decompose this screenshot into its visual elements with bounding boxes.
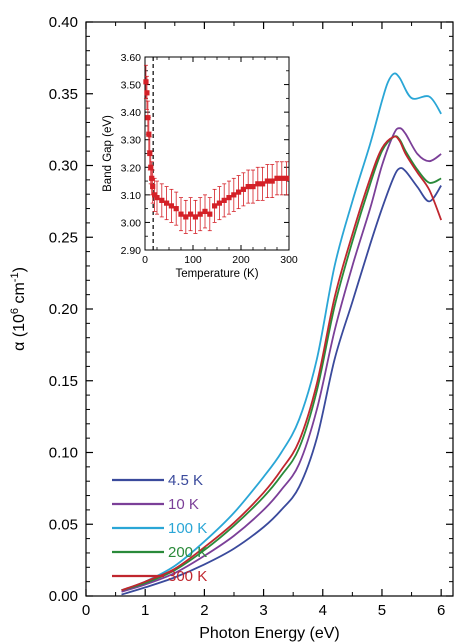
series-line <box>121 167 442 596</box>
inset-y-tick-label: 3.00 <box>121 217 142 229</box>
inset-data-point <box>178 211 184 217</box>
inset-axis-ticks: 0 100 200 300 2.90 3.00 3.10 3.20 3.30 3.40 3.50 3.… <box>121 52 298 266</box>
x-tick-label: 3 <box>259 602 267 619</box>
y-tick-label: 0.05 <box>49 516 78 533</box>
y-tick-label: 0.30 <box>49 158 78 175</box>
series-line <box>121 135 442 592</box>
inset-data-point <box>269 178 275 184</box>
inset-data-point <box>207 211 213 217</box>
inset-data-point <box>148 164 154 170</box>
y-axis-title-superscript-1: 6 <box>9 308 21 314</box>
inset-x-tick-label: 300 <box>280 254 298 266</box>
inset-x-tick-label: 100 <box>184 254 202 266</box>
inset-x-tick-label: 200 <box>232 254 250 266</box>
inset-data-point <box>279 175 285 181</box>
legend-label: 100 K <box>168 520 207 537</box>
series-line <box>121 72 442 592</box>
inset-data-point <box>197 211 203 217</box>
main-axis-ticks: 0 1 2 3 4 5 6 0.00 0.05 0.10 0.15 0.20 0.25 0.30 0.35 0… <box>49 14 453 619</box>
y-axis-title-prefix: α (10 <box>11 314 28 351</box>
main-series-group <box>121 72 442 596</box>
inset-data-point <box>188 211 194 217</box>
x-tick-label: 5 <box>378 602 386 619</box>
legend-label: 200 K <box>168 544 207 561</box>
legend-label: 4.5 K <box>168 472 203 489</box>
inset-data-point <box>144 90 150 96</box>
x-tick-label: 6 <box>437 602 445 619</box>
inset-data-point <box>183 214 189 220</box>
inset-data-point <box>264 178 270 184</box>
inset-data-point <box>284 175 290 181</box>
legend-label: 300 K <box>168 568 207 585</box>
inset-data-point <box>226 195 232 201</box>
inset-points-group <box>143 64 290 234</box>
series-line <box>121 135 442 592</box>
y-axis-title-superscript-2: -1 <box>9 272 21 282</box>
inset-data-point <box>168 203 174 209</box>
inset-data-point <box>146 131 152 137</box>
inset-x-axis-title: Temperature (K) <box>175 268 258 280</box>
inset-y-tick-label: 3.40 <box>121 107 142 119</box>
y-axis-title: α (106 cm-1) <box>9 267 28 351</box>
inset-data-point <box>192 214 198 220</box>
inset-data-point <box>231 192 237 198</box>
x-tick-label: 2 <box>200 602 208 619</box>
x-tick-label: 0 <box>82 602 90 619</box>
inset-y-axis-title: Band Gap (eV) <box>102 115 114 192</box>
y-tick-label: 0.15 <box>49 373 78 390</box>
inset-data-point <box>164 200 170 206</box>
inset-data-point <box>274 175 280 181</box>
inset-y-tick-label: 3.30 <box>121 135 142 147</box>
inset-data-point <box>255 181 261 187</box>
y-tick-label: 0.00 <box>49 588 78 605</box>
y-axis-title-suffix: ) <box>11 267 28 272</box>
inset-data-point <box>154 195 160 201</box>
legend: 4.5 K 10 K 100 K 200 K 300 K <box>112 472 207 585</box>
inset-y-tick-label: 3.50 <box>121 80 142 92</box>
inset-y-tick-label: 3.60 <box>121 52 142 64</box>
inset-data-point <box>240 186 246 192</box>
y-tick-label: 0.10 <box>49 445 78 462</box>
x-tick-label: 4 <box>319 602 327 619</box>
inset-data-point <box>143 79 149 85</box>
inset-y-tick-label: 3.10 <box>121 190 142 202</box>
inset-data-point <box>236 189 242 195</box>
y-tick-label: 0.25 <box>49 229 78 246</box>
inset-data-point <box>150 183 156 190</box>
inset-data-point <box>216 200 222 206</box>
inset-data-point <box>221 197 227 203</box>
x-tick-label: 1 <box>141 602 149 619</box>
main-plot: 0 1 2 3 4 5 6 0.00 0.05 0.10 0.15 0.20 0.25 0.30 0.35 0… <box>9 14 454 642</box>
legend-label: 10 K <box>168 496 199 513</box>
inset-data-point <box>212 203 218 209</box>
y-tick-label: 0.40 <box>49 14 78 31</box>
y-tick-label: 0.35 <box>49 86 78 103</box>
inset-x-tick-label: 0 <box>142 254 148 266</box>
x-axis-title: Photon Energy (eV) <box>199 625 340 642</box>
inset-data-point <box>245 183 251 190</box>
inset-data-point <box>159 197 165 203</box>
inset-plot-frame <box>144 56 290 251</box>
inset-y-tick-label: 3.20 <box>121 162 142 174</box>
inset-data-point <box>260 181 266 187</box>
inset-data-point <box>149 175 155 181</box>
inset-data-point <box>250 183 256 190</box>
series-line <box>121 127 442 593</box>
inset-y-tick-label: 2.90 <box>121 245 142 257</box>
y-tick-label: 0.20 <box>49 301 78 318</box>
inset-data-point <box>152 192 158 198</box>
inset-data-point <box>173 206 179 212</box>
y-axis-title-middle: cm <box>11 282 28 308</box>
inset-plot: 0 100 200 300 2.90 3.00 3.10 3.20 3.30 3.40 3.50 3.… <box>102 52 298 280</box>
inset-data-point <box>147 150 153 157</box>
inset-data-point <box>202 208 208 214</box>
